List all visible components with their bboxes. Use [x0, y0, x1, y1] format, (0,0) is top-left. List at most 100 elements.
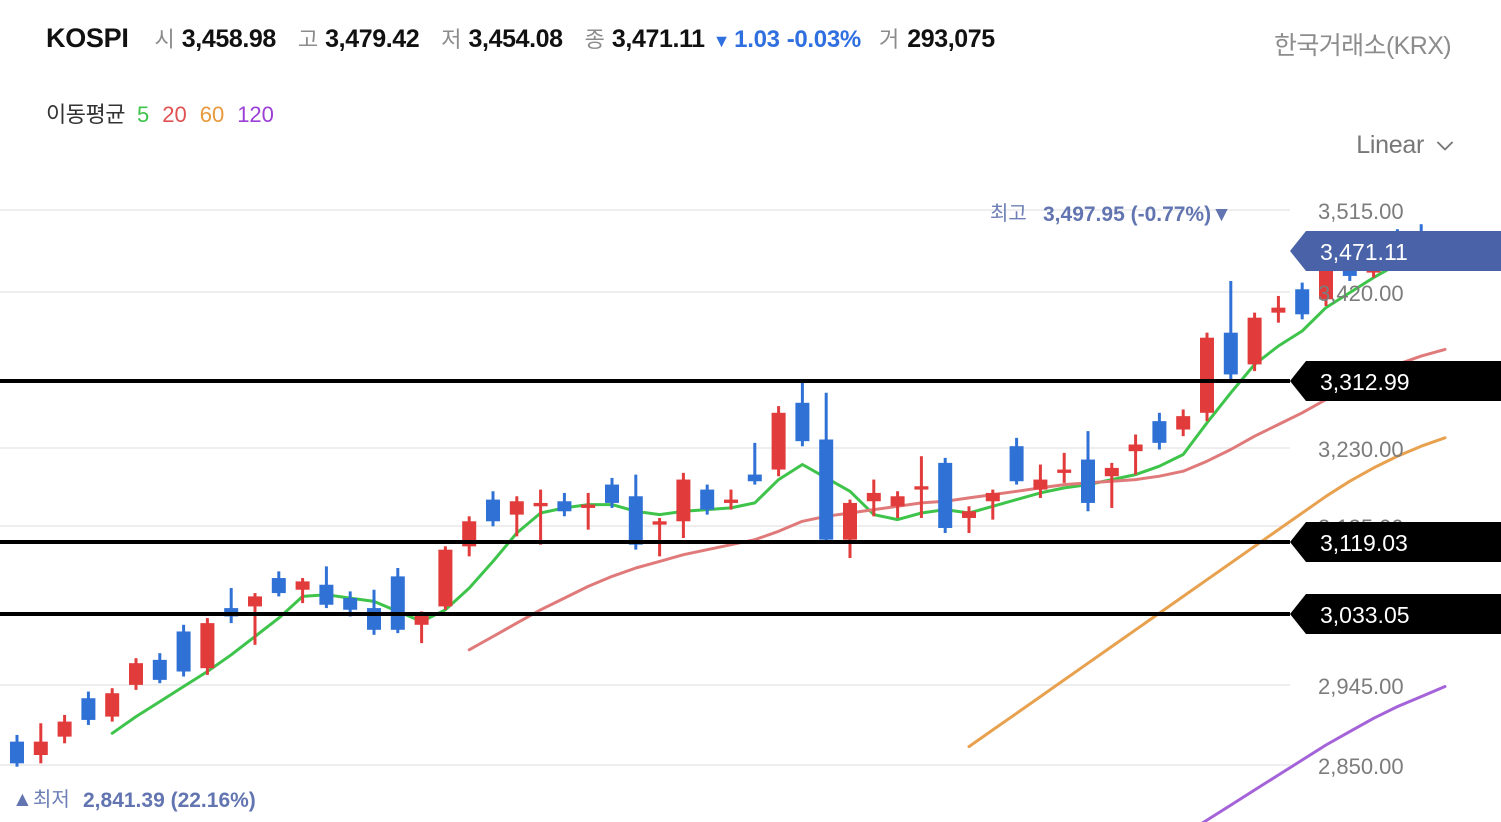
- candle-body: [795, 402, 810, 442]
- candle-body: [319, 584, 334, 605]
- moving-average-title: 이동평균: [46, 102, 125, 127]
- candle-body: [105, 693, 120, 717]
- quote-summary: KOSPI 시 3,458.98 고 3,479.42 저 3,454.08 종…: [46, 22, 995, 54]
- y-axis-labels: 3,515.003,420.003,230.003,135.002,945.00…: [1318, 199, 1404, 779]
- candle-body: [676, 479, 691, 522]
- high-annotation: 최고 3,497.95 (-0.77%)▼: [990, 202, 1232, 226]
- y-axis-tick-label: 2,850.00: [1318, 754, 1404, 779]
- ma-period-60[interactable]: 60: [199, 102, 225, 127]
- chart-annotations: 최고 3,497.95 (-0.77%)▼ ▲ 최저 2,841.39 (22.16%): [12, 202, 1232, 812]
- candle-body: [176, 631, 191, 672]
- high-annotation-label: 최고: [990, 202, 1027, 225]
- ma-line-20: [467, 347, 1447, 652]
- candle-body: [33, 741, 48, 755]
- candle-body: [200, 623, 215, 669]
- price-badges[interactable]: 3,312.99 3,119.03 3,033.05 3,471.11: [1290, 231, 1501, 634]
- support-level-badge[interactable]: 3,312.99: [1290, 361, 1501, 401]
- low-annotation-marker: ▲: [12, 788, 33, 811]
- support-level-badge[interactable]: 3,119.03: [1290, 522, 1501, 562]
- candle-body: [605, 484, 619, 503]
- candle-body: [1200, 337, 1214, 413]
- candle-body: [57, 721, 72, 737]
- candle-body: [1223, 332, 1238, 375]
- badge-shape: [1290, 231, 1501, 271]
- badge-label: 3,119.03: [1320, 530, 1408, 556]
- badge-label: 3,033.05: [1320, 602, 1410, 628]
- candle-body: [938, 462, 953, 528]
- candle-body: [985, 492, 1000, 502]
- chevron-down-icon: [1437, 141, 1453, 150]
- candle-body: [1104, 467, 1119, 477]
- moving-average-legend: 이동평균 5 20 60 120: [46, 97, 287, 129]
- candle-body: [700, 489, 715, 510]
- open-value: 3,458.98: [181, 25, 277, 53]
- change-percent: -0.03%: [786, 26, 862, 53]
- candle-body: [10, 741, 24, 764]
- candle-body: [271, 578, 286, 594]
- candle-series: [10, 224, 1452, 767]
- candle-body: [1152, 421, 1167, 443]
- candle-body: [581, 504, 596, 508]
- support-level-badge[interactable]: 3,033.05: [1290, 594, 1501, 634]
- low-value: 3,454.08: [468, 25, 564, 53]
- candle-body: [747, 474, 762, 482]
- candle-body: [890, 496, 905, 507]
- price-change: ▼ 1.03 -0.03%: [712, 26, 862, 54]
- candle-body: [152, 659, 167, 680]
- close-label: 종: [584, 27, 605, 52]
- candle-body: [248, 596, 262, 607]
- candle-body: [652, 521, 667, 525]
- badge-label: 3,312.99: [1320, 369, 1410, 395]
- candle-body: [486, 499, 500, 522]
- grid-lines: [0, 209, 1290, 766]
- volume-label: 거: [878, 27, 900, 52]
- low-annotation-label: 최저: [33, 788, 70, 811]
- candle-body: [343, 598, 358, 610]
- change-direction-icon: ▼: [712, 31, 731, 51]
- scale-selector[interactable]: Linear: [1356, 131, 1455, 160]
- candle-body: [1176, 416, 1191, 430]
- candle-body: [724, 499, 738, 503]
- support-lines: [0, 379, 1290, 616]
- ma-line-120: [1201, 685, 1447, 822]
- candle-body: [628, 496, 643, 545]
- candle-body: [843, 502, 857, 540]
- candle-body: [1033, 479, 1048, 490]
- candle-body: [81, 698, 96, 720]
- change-value: 1.03: [734, 26, 780, 53]
- badge-shape: [1290, 361, 1501, 401]
- high-value: 3,479.42: [325, 25, 420, 53]
- candle-body: [390, 576, 405, 630]
- ma-line-60: [967, 436, 1447, 749]
- candle-body: [1009, 446, 1024, 482]
- y-axis-tick-label: 3,420.00: [1318, 281, 1404, 306]
- badge-shape: [1290, 522, 1501, 562]
- candle-body: [1247, 317, 1262, 365]
- candle-body: [295, 581, 310, 590]
- moving-average-lines: [110, 252, 1447, 822]
- ma-period-120[interactable]: 120: [237, 102, 274, 127]
- candle-body: [1319, 265, 1333, 300]
- candle-body: [367, 608, 381, 630]
- candle-body: [1057, 469, 1072, 473]
- close-value: 3,471.11: [611, 25, 705, 53]
- scale-selector-label: Linear: [1356, 131, 1424, 159]
- badge-shape: [1290, 594, 1501, 634]
- current-price-badge[interactable]: 3,471.11: [1290, 231, 1501, 271]
- high-annotation-value: 3,497.95 (-0.77%)▼: [1043, 203, 1232, 226]
- ma-period-5[interactable]: 5: [136, 102, 150, 127]
- candle-body: [129, 663, 143, 685]
- y-axis-tick-label: 2,945.00: [1318, 674, 1404, 699]
- ma-period-20[interactable]: 20: [162, 102, 187, 127]
- candle-body: [414, 614, 429, 625]
- candle-body: [557, 501, 572, 512]
- chart-header: KOSPI 시 3,458.98 고 3,479.42 저 3,454.08 종…: [0, 0, 1501, 80]
- volume-value: 293,075: [907, 25, 995, 53]
- candle-body: [962, 511, 976, 518]
- symbol-name: KOSPI: [46, 23, 129, 53]
- low-label: 저: [441, 27, 462, 52]
- candle-body: [866, 492, 881, 502]
- candle-body: [771, 412, 786, 470]
- candle-body: [1128, 444, 1143, 452]
